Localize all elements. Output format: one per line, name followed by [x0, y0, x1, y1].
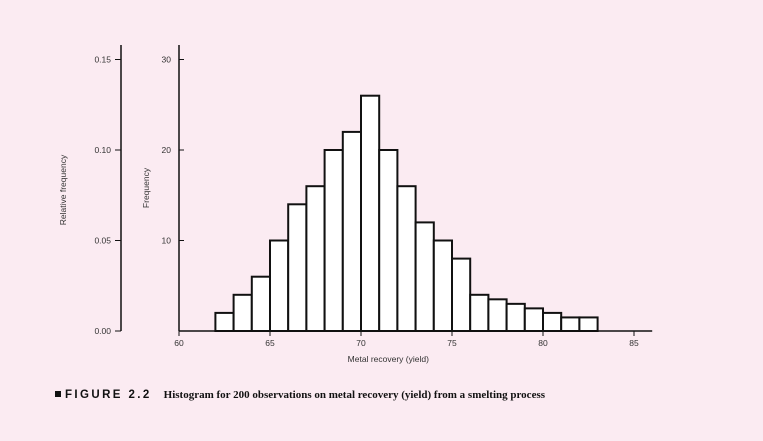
x-tick-label: 70 [356, 338, 366, 348]
histogram-bar [432, 239, 453, 332]
histogram-bar [560, 316, 581, 332]
x-tick-label: 75 [447, 338, 457, 348]
y2-tick-label: 0.00 [94, 326, 111, 336]
x-tick-label: 65 [265, 338, 275, 348]
histogram-bar [287, 203, 308, 332]
y-tick-label: 30 [162, 55, 172, 65]
histogram-bar [214, 311, 235, 332]
square-bullet-icon [55, 391, 61, 397]
histogram-bar [578, 316, 599, 332]
y2-tick-label: 0.10 [94, 145, 111, 155]
histogram-bar [396, 185, 417, 332]
histogram-bar [505, 302, 526, 333]
y2-tick-label: 0.15 [94, 55, 111, 65]
y2-axis-label: Relative frequency [58, 154, 68, 225]
histogram-bar [523, 307, 544, 332]
x-tick-label: 60 [174, 338, 184, 348]
y2-tick-label: 0.05 [94, 236, 111, 246]
histogram-bar [487, 298, 508, 333]
histogram-bar [341, 130, 362, 332]
histogram-bar [414, 221, 435, 332]
histogram-bar [469, 293, 490, 332]
bars-group [214, 94, 599, 333]
histogram-bar [451, 257, 472, 333]
histogram-bar [378, 149, 399, 332]
histogram-bar [232, 293, 253, 332]
axes-group: 60 65 70 75 80 85 10 20 30 0.00 0.05 0.10 0.15 [94, 45, 653, 348]
figure-label: FIGURE 2.2 [65, 389, 152, 401]
histogram-bar [250, 275, 272, 333]
y-tick-label: 20 [162, 145, 172, 155]
y-axis-label: Frequency [141, 167, 151, 208]
labels-group: Metal recovery (yield) Frequency Relativ… [58, 154, 429, 364]
histogram-bar [323, 149, 344, 332]
figure-caption: FIGURE 2.2 Histogram for 200 observations… [55, 389, 715, 402]
x-tick-label: 85 [629, 338, 639, 348]
caption-text: Histogram for 200 observations on metal … [163, 389, 546, 401]
histogram-bar [305, 185, 326, 332]
histogram-bar [269, 239, 290, 332]
x-axis-label: Metal recovery (yield) [348, 354, 429, 364]
x-tick-label: 80 [538, 338, 548, 348]
y-tick-label: 10 [162, 236, 172, 246]
histogram-bar [542, 311, 563, 332]
histogram-bar [360, 94, 381, 332]
